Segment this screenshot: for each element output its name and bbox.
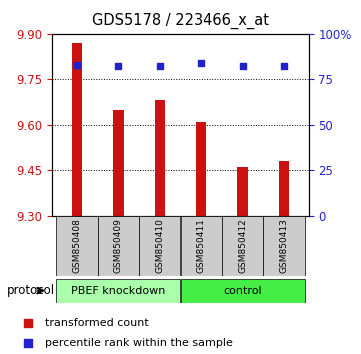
Bar [237, 167, 248, 216]
Text: GSM850413: GSM850413 [279, 218, 288, 274]
Text: GSM850412: GSM850412 [238, 219, 247, 273]
Bar [180, 279, 305, 303]
Bar [56, 216, 98, 276]
Point [116, 64, 121, 69]
Bar [139, 216, 180, 276]
Text: GSM850410: GSM850410 [155, 218, 164, 274]
Text: GDS5178 / 223466_x_at: GDS5178 / 223466_x_at [92, 12, 269, 29]
Point [25, 340, 31, 346]
Bar [72, 43, 82, 216]
Point [157, 64, 163, 69]
Point [74, 62, 80, 68]
Bar [263, 216, 305, 276]
Bar [196, 122, 206, 216]
Text: control: control [223, 286, 262, 296]
Text: GSM850411: GSM850411 [197, 218, 206, 274]
Text: GSM850408: GSM850408 [73, 218, 82, 274]
Point [25, 321, 31, 326]
Bar [98, 216, 139, 276]
Text: protocol: protocol [7, 284, 55, 297]
Text: transformed count: transformed count [45, 318, 148, 329]
Point [198, 60, 204, 65]
Bar [222, 216, 263, 276]
Bar [56, 279, 180, 303]
Bar [279, 161, 289, 216]
Text: PBEF knockdown: PBEF knockdown [71, 286, 166, 296]
Point [240, 64, 245, 69]
Text: GSM850409: GSM850409 [114, 218, 123, 274]
Bar [113, 110, 124, 216]
Bar [180, 216, 222, 276]
Text: percentile rank within the sample: percentile rank within the sample [45, 337, 232, 348]
Point [281, 64, 287, 69]
Bar [155, 101, 165, 216]
